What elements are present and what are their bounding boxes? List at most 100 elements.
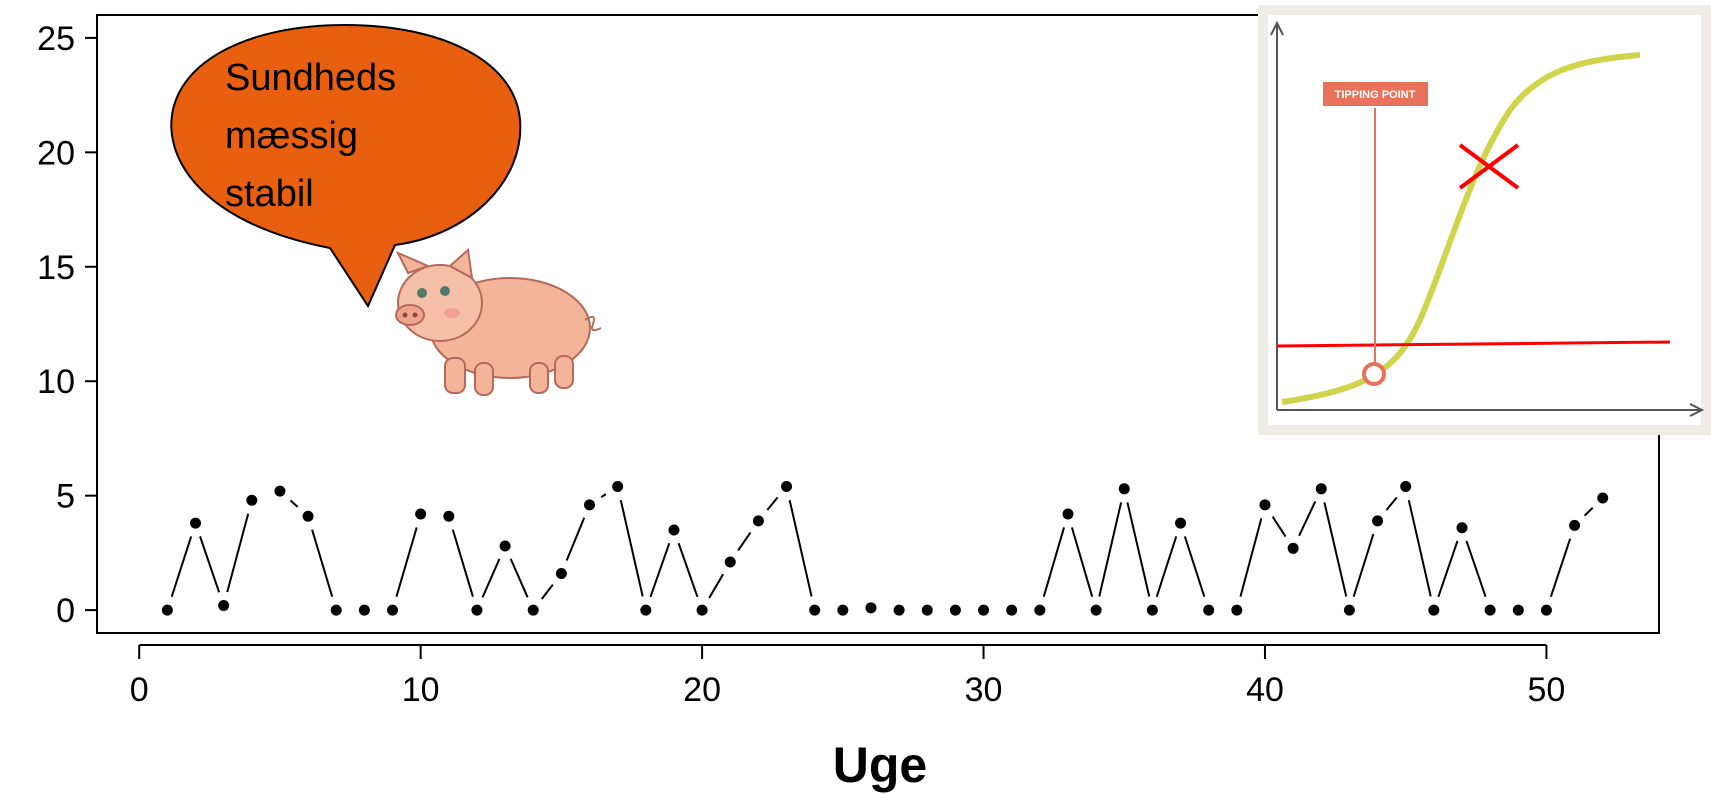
inset-panel xyxy=(1268,15,1701,425)
series-segment xyxy=(649,542,671,598)
speech-bubble-line-3: stabil xyxy=(225,173,314,215)
data-point xyxy=(893,604,905,616)
x-tick-label: 50 xyxy=(1528,671,1566,709)
x-axis: 0 10 20 30 40 50 xyxy=(130,644,1566,709)
series-segment xyxy=(788,499,813,597)
series-segment xyxy=(451,529,474,597)
series-segment xyxy=(1239,518,1263,597)
series-segment xyxy=(708,573,725,599)
data-point xyxy=(1006,604,1018,616)
data-point xyxy=(1034,604,1046,616)
inset-tipping-point-label: TIPPING POINT xyxy=(1335,89,1416,101)
speech-bubble-line-2: mæssig xyxy=(225,115,358,157)
series-segment xyxy=(1465,540,1487,598)
series-segment xyxy=(1098,502,1123,597)
series-segment xyxy=(481,558,501,598)
series-segment xyxy=(1042,527,1065,597)
x-tick-label: 30 xyxy=(965,671,1003,709)
series-segment xyxy=(1583,507,1594,517)
data-point xyxy=(190,517,202,529)
data-point xyxy=(443,510,455,522)
data-point xyxy=(1484,604,1496,616)
data-point xyxy=(1203,604,1215,616)
data-point xyxy=(584,499,596,511)
cross-icon xyxy=(1458,143,1520,190)
series-segment xyxy=(1070,527,1094,597)
inset-y-arrow-icon xyxy=(1270,20,1284,36)
data-point xyxy=(1456,522,1468,534)
series-segment xyxy=(1155,536,1178,598)
y-tick-label: 10 xyxy=(37,363,75,401)
data-point xyxy=(1259,499,1271,511)
series-segment xyxy=(509,558,529,598)
inset-threshold-line xyxy=(1276,340,1671,348)
data-point xyxy=(302,510,314,522)
data-point xyxy=(1090,604,1102,616)
y-tick-label: 15 xyxy=(37,249,75,287)
x-tick-label: 10 xyxy=(402,671,440,709)
series-segment xyxy=(1437,540,1459,598)
data-point xyxy=(1231,604,1243,616)
data-point xyxy=(865,602,877,614)
y-tick-label: 5 xyxy=(56,478,75,516)
data-point xyxy=(696,604,708,616)
speech-bubble: Sundheds mæssig stabil xyxy=(170,23,522,309)
series-segment xyxy=(311,529,334,597)
series-segment xyxy=(226,513,250,593)
series-segment xyxy=(600,493,607,499)
data-point xyxy=(246,494,258,506)
series-segment xyxy=(540,583,554,600)
series-segment xyxy=(677,542,699,598)
data-point xyxy=(415,508,427,520)
data-point xyxy=(781,481,793,493)
data-point xyxy=(1569,519,1581,531)
data-point xyxy=(1118,483,1130,495)
series-segment xyxy=(619,499,644,597)
series-segment xyxy=(1271,516,1287,538)
series-segment xyxy=(1549,538,1572,598)
data-point xyxy=(358,604,370,616)
data-point xyxy=(612,481,624,493)
series-segment xyxy=(1126,502,1151,597)
data-point xyxy=(1512,604,1524,616)
data-point xyxy=(1343,604,1355,616)
series-points xyxy=(161,481,1609,616)
data-point xyxy=(1287,542,1299,554)
x-tick-label: 20 xyxy=(683,671,721,709)
data-point xyxy=(1146,604,1158,616)
series-segment xyxy=(289,499,299,508)
series-line-segments xyxy=(170,493,1594,600)
data-point xyxy=(471,604,483,616)
speech-bubble-shape xyxy=(170,23,522,309)
data-point xyxy=(1175,517,1187,529)
data-point xyxy=(387,604,399,616)
series-segment xyxy=(395,527,418,597)
series-segment xyxy=(1298,501,1317,537)
y-tick-label: 25 xyxy=(37,20,75,58)
series-segment xyxy=(1323,502,1348,597)
series-segment xyxy=(1385,496,1398,511)
data-point xyxy=(499,540,511,552)
series-segment xyxy=(1352,533,1375,598)
data-point xyxy=(527,604,539,616)
series-segment xyxy=(1183,536,1206,598)
data-point xyxy=(555,567,567,579)
tipping-point-inset: TIPPING POINT xyxy=(1258,5,1711,435)
data-point xyxy=(752,515,764,527)
inset-x-arrow-icon xyxy=(1689,403,1705,417)
x-tick-label: 0 xyxy=(130,671,149,709)
data-point xyxy=(218,600,230,612)
data-point xyxy=(809,604,821,616)
data-point xyxy=(1062,508,1074,520)
inset-tipping-point-tag xyxy=(1323,82,1428,106)
data-point xyxy=(921,604,933,616)
data-point xyxy=(330,604,342,616)
y-tick-label: 20 xyxy=(37,134,75,172)
data-point xyxy=(724,556,736,568)
series-segment xyxy=(199,536,221,593)
pig-icon xyxy=(395,248,602,396)
data-point xyxy=(1428,604,1440,616)
y-axis: 0 5 10 15 20 25 xyxy=(37,20,97,630)
x-axis-label: Uge xyxy=(833,737,927,793)
x-tick-label: 40 xyxy=(1246,671,1284,709)
